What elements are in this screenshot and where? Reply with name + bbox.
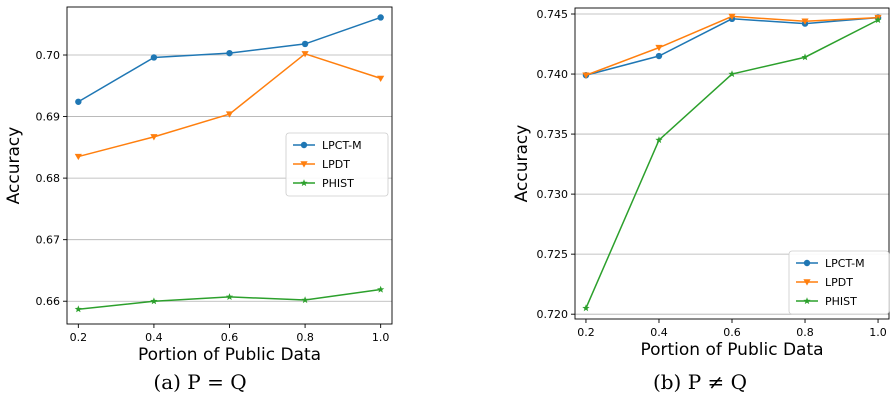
subfigure-caption: (a) P = Q: [153, 370, 246, 394]
legend-marker: [300, 179, 308, 187]
data-point-lpct-m: [377, 14, 384, 21]
data-point-lpdt: [655, 44, 663, 52]
x-tick-label: 0.6: [221, 331, 239, 344]
y-tick-label: 0.725: [537, 248, 569, 261]
x-tick-label: 0.4: [145, 331, 163, 344]
x-axis-label: Portion of Public Data: [138, 345, 321, 365]
legend-marker: [803, 279, 811, 286]
x-tick-label: 0.2: [70, 331, 88, 344]
data-point-phist: [74, 305, 82, 313]
series-line-lpdt: [585, 15, 879, 76]
data-point-lpct-m: [226, 49, 233, 57]
y-axis-label: Accuracy: [512, 125, 532, 203]
data-point-phist: [801, 53, 809, 61]
data-point-phist: [582, 304, 590, 312]
y-axis-label: Accuracy: [4, 127, 24, 205]
data-point-lpct-m: [75, 98, 82, 105]
data-point-lpdt: [377, 75, 385, 83]
y-tick-label: 0.70: [36, 49, 61, 62]
x-tick-label: 0.4: [650, 326, 668, 339]
legend-label: LPCT-M: [322, 139, 362, 152]
data-point-phist: [377, 285, 385, 293]
y-tick-label: 0.67: [36, 234, 61, 247]
data-point-phist: [301, 296, 309, 304]
data-point-lpdt: [150, 134, 158, 141]
legend-label: PHIST: [825, 295, 857, 308]
data-point-phist: [728, 70, 736, 78]
series-line-lpct-m: [585, 16, 879, 76]
data-point-phist: [874, 16, 882, 24]
data-point-phist: [655, 136, 663, 144]
y-tick-label: 0.69: [36, 111, 61, 124]
data-point-lpdt: [74, 153, 82, 161]
legend-box: [788, 250, 890, 315]
y-tick-label: 0.730: [537, 188, 569, 201]
legend-marker: [300, 141, 308, 149]
chart-panel-a: 0.66 0.67 0.68 0.69 0.70 0.2 0.4 0.6 0.8 1.0 Porti…: [4, 6, 393, 394]
x-tick-label: 0.8: [296, 331, 314, 344]
y-tick-label: 0.66: [36, 295, 61, 308]
x-tick-label: 0.8: [796, 326, 814, 339]
legend-label: LPDT: [825, 276, 853, 289]
y-tick-label: 0.68: [36, 172, 61, 185]
x-axis-label: Portion of Public Data: [640, 340, 823, 360]
legend-label: LPCT-M: [825, 257, 865, 270]
legend-marker: [300, 161, 308, 168]
data-point-lpdt: [301, 51, 309, 58]
series-line-lpct-m: [77, 16, 381, 103]
data-point-phist: [225, 293, 234, 300]
legend-label: LPDT: [322, 158, 350, 171]
legend-marker: [803, 297, 811, 305]
series-line-phist: [78, 288, 381, 310]
legend-box: [285, 132, 389, 197]
x-tick-label: 1.0: [372, 331, 390, 344]
x-tick-label: 0.2: [577, 326, 595, 339]
data-point-lpdt: [801, 18, 809, 25]
y-tick-label: 0.720: [537, 308, 569, 321]
data-point-lpdt: [728, 13, 736, 21]
y-tick-label: 0.745: [537, 8, 569, 21]
chart-panel-b: 0.720 0.725 0.730 0.735 0.740 0.745 0.2 0.4 0.6 0…: [512, 7, 890, 394]
x-tick-label: 1.0: [869, 326, 887, 339]
data-point-phist: [150, 297, 158, 305]
legend: LPCT-M LPDT PHIST: [788, 250, 890, 315]
data-point-lpdt: [225, 111, 234, 118]
data-point-lpct-m: [150, 54, 158, 61]
legend-marker: [803, 259, 811, 267]
legend-label: PHIST: [322, 177, 354, 190]
x-tick-label: 0.6: [723, 326, 741, 339]
y-tick-label: 0.735: [537, 128, 569, 141]
subfigure-caption: (b) P ≠ Q: [653, 370, 747, 394]
data-point-lpct-m: [655, 52, 663, 60]
data-point-lpdt: [582, 72, 590, 79]
legend: LPCT-M LPDT PHIST: [285, 132, 389, 197]
data-point-lpct-m: [301, 40, 309, 48]
y-tick-label: 0.740: [537, 68, 569, 81]
